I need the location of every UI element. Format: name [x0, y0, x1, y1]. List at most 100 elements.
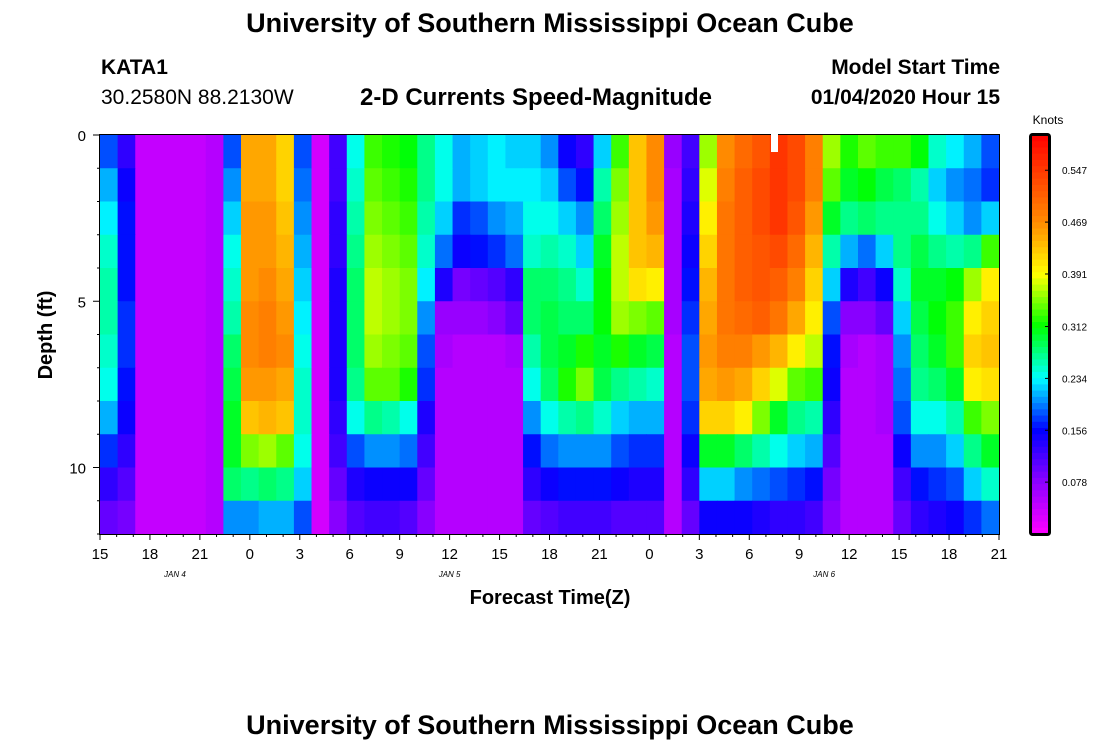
heatmap-cell — [769, 500, 789, 535]
heatmap-cell — [523, 234, 542, 269]
heatmap-cell — [840, 334, 859, 369]
colorbar-swatch — [1031, 272, 1049, 280]
heatmap-cell — [152, 401, 172, 435]
heatmap-cell — [417, 467, 436, 502]
heatmap-cell — [840, 268, 859, 302]
heatmap-cell — [117, 500, 136, 535]
heatmap-cell — [769, 268, 789, 302]
heatmap-cell — [417, 268, 436, 302]
heatmap-cell — [805, 500, 824, 535]
heatmap-cell — [241, 168, 260, 203]
heatmap-cell — [540, 268, 559, 302]
heatmap-cell — [170, 168, 189, 203]
heatmap-cell — [223, 168, 242, 203]
heatmap-cell — [276, 467, 295, 502]
heatmap-cell — [434, 301, 454, 336]
heatmap-cell — [857, 201, 877, 236]
heatmap-cell — [981, 201, 1000, 236]
heatmap-cell — [276, 135, 295, 169]
heatmap-cell — [822, 201, 841, 236]
colorbar-swatch — [1031, 334, 1049, 342]
colorbar-swatch — [1031, 322, 1049, 329]
heatmap-cell — [135, 434, 154, 469]
colorbar-swatch — [1031, 197, 1049, 205]
heatmap-cell — [681, 367, 700, 402]
colorbar-tick-label: 0.469 — [1062, 218, 1087, 229]
heatmap-cell — [840, 201, 859, 236]
heatmap-cell — [152, 500, 172, 535]
heatmap-cell — [470, 168, 489, 203]
heatmap-cell — [505, 434, 524, 469]
heatmap-cell — [628, 135, 648, 169]
heatmap-cell — [910, 234, 930, 269]
heatmap-cell — [311, 467, 330, 502]
heatmap-cell — [293, 201, 313, 236]
heatmap-cell — [822, 301, 841, 336]
heatmap-cell — [611, 401, 630, 435]
x-tick-label: 12 — [841, 546, 858, 563]
colorbar-swatch — [1031, 284, 1049, 292]
heatmap-cell — [434, 500, 454, 535]
heatmap-cell — [188, 500, 207, 535]
heatmap-cell — [628, 467, 648, 502]
heatmap-cell — [963, 367, 982, 402]
heatmap-cell — [241, 334, 260, 369]
heatmap-cell — [664, 201, 683, 236]
heatmap-cell — [329, 500, 348, 535]
heatmap-cell — [716, 434, 736, 469]
heatmap-cell — [734, 135, 753, 169]
heatmap-cell — [928, 401, 947, 435]
heatmap-cell — [241, 301, 260, 336]
heatmap-cell — [910, 467, 930, 502]
heatmap-cell — [575, 268, 595, 302]
heatmap-cell — [487, 401, 507, 435]
heatmap-cell — [434, 334, 454, 369]
heatmap-cell — [664, 434, 683, 469]
heatmap-cell — [805, 268, 824, 302]
heatmap-cell — [734, 467, 753, 502]
page-title-bottom: University of Southern Mississippi Ocean… — [246, 710, 854, 740]
heatmap-cell — [523, 201, 542, 236]
heatmap-cell — [805, 301, 824, 336]
heatmap-cell — [646, 334, 665, 369]
heatmap-cell — [963, 467, 982, 502]
heatmap-cell — [223, 367, 242, 402]
heatmap-cell — [963, 268, 982, 302]
heatmap-cell — [646, 467, 665, 502]
heatmap-cell — [611, 467, 630, 502]
heatmap-cell — [311, 201, 330, 236]
colorbar-swatch — [1031, 234, 1049, 242]
heatmap-cell — [857, 500, 877, 535]
heatmap-cell — [963, 135, 982, 169]
heatmap-cell — [981, 234, 1000, 269]
heatmap-cell — [135, 201, 154, 236]
heatmap-cell — [857, 401, 877, 435]
heatmap-cell — [540, 301, 559, 336]
heatmap-cell — [100, 268, 119, 302]
colorbar-swatch — [1031, 490, 1049, 498]
heatmap-cell — [523, 301, 542, 336]
heatmap-cell — [487, 268, 507, 302]
heatmap-cell — [575, 467, 595, 502]
heatmap-cell — [505, 334, 524, 369]
heatmap-cell — [170, 434, 189, 469]
heatmap-cell — [223, 234, 242, 269]
heatmap-cell — [152, 434, 172, 469]
heatmap-cell — [223, 301, 242, 336]
heatmap-cell — [170, 268, 189, 302]
heatmap-cell — [417, 135, 436, 169]
colorbar-swatch — [1031, 340, 1049, 348]
heatmap-cell — [258, 500, 277, 535]
colorbar-swatch — [1031, 228, 1049, 236]
heatmap-cell — [611, 334, 630, 369]
heatmap-cell — [981, 401, 1000, 435]
heatmap-cell — [875, 434, 894, 469]
heatmap-cell — [223, 434, 242, 469]
heatmap-cell — [646, 234, 665, 269]
x-axis: 15 18 21 0 3 6 9 12 15 18 21 0 3 6 9 12 15 18 21 JAN 4 JAN 5… — [92, 534, 1007, 579]
heatmap-cell — [452, 334, 471, 369]
heatmap-cell — [575, 334, 595, 369]
colorbar-swatch — [1031, 166, 1049, 174]
heatmap-cell — [293, 434, 313, 469]
heatmap-cell — [399, 500, 418, 535]
